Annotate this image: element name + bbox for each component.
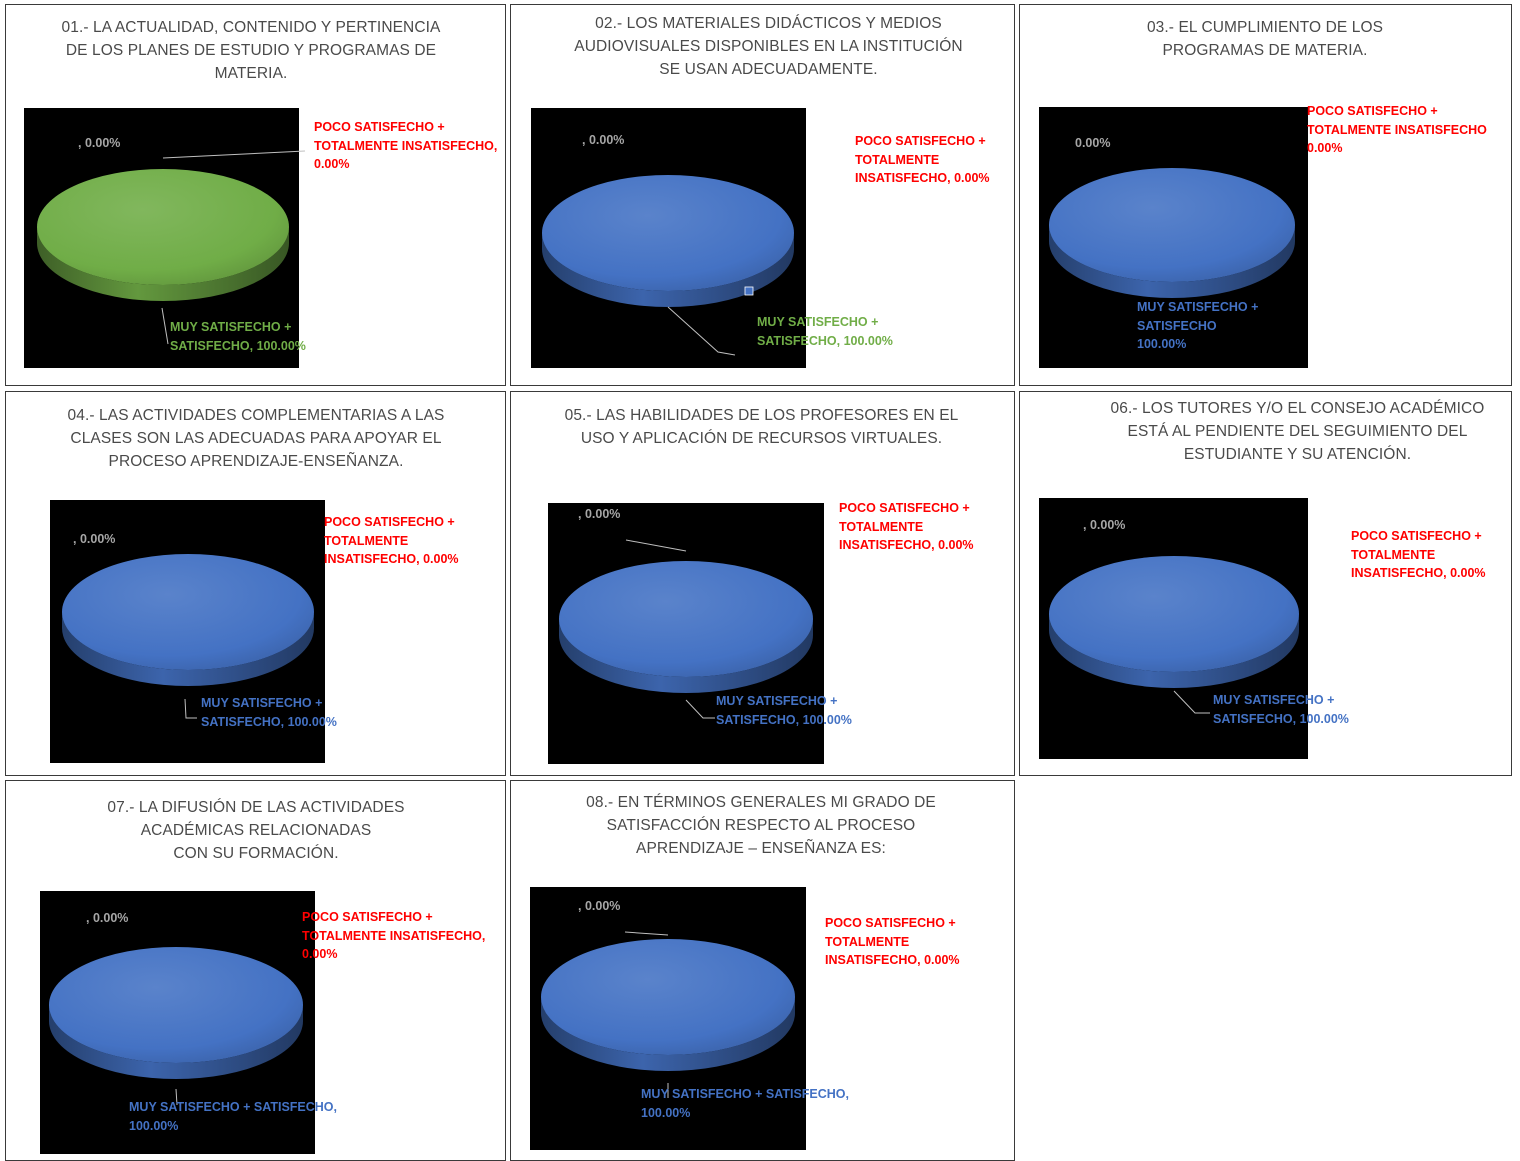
chart-svg-6 — [1049, 556, 1299, 714]
data-label-muy-satisfecho-4: MUY SATISFECHO + SATISFECHO, 100.00% — [201, 696, 337, 729]
leader-line-6-1 — [1173, 690, 1210, 714]
pie-slice-side-2 — [542, 233, 794, 307]
data-label-muy-satisfecho-8: MUY SATISFECHO + SATISFECHO, 100.00% — [641, 1087, 850, 1120]
leader-line-1-2 — [161, 307, 169, 345]
data-label-zero-6: , 0.00% — [1083, 518, 1126, 532]
data-label-zero-8: , 0.00% — [578, 899, 621, 913]
data-label-zero-1: , 0.00% — [78, 136, 121, 150]
pie-slice-muy-satisfecho-6 — [1049, 556, 1299, 672]
chart-title-7: 07.- LA DIFUSIÓN DE LAS ACTIVIDADES ACAD… — [107, 799, 405, 862]
chart-title-3: 03.- EL CUMPLIMIENTO DE LOS PROGRAMAS DE… — [1146, 19, 1384, 59]
pie-slice-side-7 — [49, 1005, 303, 1079]
pie-slice-muy-satisfecho-8 — [541, 939, 795, 1055]
data-label-muy-satisfecho-2: MUY SATISFECHO + SATISFECHO, 100.00% — [757, 315, 893, 348]
data-label-zero-4: , 0.00% — [73, 532, 116, 546]
chart-svg-1 — [37, 150, 306, 345]
leader-line-7-1 — [175, 1088, 178, 1106]
chart-svg-4 — [62, 554, 314, 719]
data-label-poco-satisfecho-6: POCO SATISFECHO + TOTALMENTE INSATISFECH… — [1351, 529, 1486, 580]
data-label-zero-3: 0.00% — [1075, 136, 1111, 150]
pie-slice-side-3 — [1049, 225, 1295, 298]
pie-slice-muy-satisfecho-2 — [542, 175, 794, 291]
chart-svg-3 — [1049, 168, 1295, 298]
data-label-muy-satisfecho-3: MUY SATISFECHO + SATISFECHO 100.00% — [1137, 300, 1259, 351]
data-label-poco-satisfecho-1: POCO SATISFECHO + TOTALMENTE INSATISFECH… — [314, 120, 498, 171]
data-point-marker-2 — [744, 286, 754, 296]
chart-title-4: 04.- LAS ACTIVIDADES COMPLEMENTARIAS A L… — [67, 407, 445, 470]
pie-slice-side-8 — [541, 997, 795, 1071]
chart-svg-5 — [559, 539, 813, 719]
leader-line-4-1 — [184, 698, 197, 719]
data-label-muy-satisfecho-1: MUY SATISFECHO + SATISFECHO, 100.00% — [170, 320, 306, 353]
pie-slice-side-1 — [37, 227, 289, 301]
pie-slice-muy-satisfecho-7 — [49, 947, 303, 1063]
chart-title-5: 05.- LAS HABILIDADES DE LOS PROFESORES E… — [564, 407, 959, 447]
chart-title-1: 01.- LA ACTUALIDAD, CONTENIDO Y PERTINEN… — [61, 19, 441, 82]
leader-line-5-2 — [685, 699, 715, 719]
data-label-muy-satisfecho-6: MUY SATISFECHO + SATISFECHO, 100.00% — [1213, 693, 1349, 726]
data-label-muy-satisfecho-5: MUY SATISFECHO + SATISFECHO, 100.00% — [716, 694, 852, 727]
pie-slice-side-6 — [1049, 614, 1299, 688]
pie-slice-side-4 — [62, 612, 314, 686]
data-label-poco-satisfecho-2: POCO SATISFECHO + TOTALMENTE INSATISFECH… — [855, 134, 990, 185]
leader-line-1-1 — [162, 150, 306, 159]
data-label-poco-satisfecho-8: POCO SATISFECHO + TOTALMENTE INSATISFECH… — [825, 916, 960, 967]
data-label-poco-satisfecho-3: POCO SATISFECHO + TOTALMENTE INSATISFECH… — [1307, 104, 1487, 155]
chart-title-6: 06.- LOS TUTORES Y/O EL CONSEJO ACADÉMIC… — [1110, 400, 1485, 463]
chart-svg-7 — [49, 947, 303, 1106]
data-label-zero-2: , 0.00% — [582, 133, 625, 147]
leader-line-5-1 — [625, 539, 687, 552]
chart-svg-8 — [541, 931, 795, 1098]
pie-slice-muy-satisfecho-3 — [1049, 168, 1295, 282]
leader-line-8-1 — [624, 931, 669, 936]
chart-title-8: 08.- EN TÉRMINOS GENERALES MI GRADO DE S… — [586, 794, 936, 857]
pie-slice-muy-satisfecho-4 — [62, 554, 314, 670]
data-label-poco-satisfecho-5: POCO SATISFECHO + TOTALMENTE INSATISFECH… — [839, 501, 974, 552]
data-label-poco-satisfecho-7: POCO SATISFECHO + TOTALMENTE INSATISFECH… — [302, 910, 486, 961]
pie-slice-muy-satisfecho-5 — [559, 561, 813, 677]
leader-line-2-1 — [667, 306, 736, 356]
pie-slice-muy-satisfecho-1 — [37, 169, 289, 285]
chart-title-2: 02.- LOS MATERIALES DIDÁCTICOS Y MEDIOS … — [574, 15, 963, 78]
data-label-zero-5: , 0.00% — [578, 507, 621, 521]
pie-slice-side-5 — [559, 619, 813, 693]
data-label-poco-satisfecho-4: POCO SATISFECHO + TOTALMENTE INSATISFECH… — [324, 515, 459, 566]
chart-svg-2 — [542, 175, 794, 356]
data-label-muy-satisfecho-7: MUY SATISFECHO + SATISFECHO, 100.00% — [129, 1100, 338, 1133]
data-label-zero-7: , 0.00% — [86, 911, 129, 925]
